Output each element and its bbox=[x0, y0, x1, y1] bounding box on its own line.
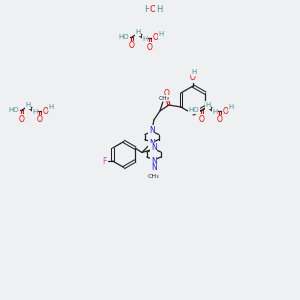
Text: H: H bbox=[142, 36, 148, 42]
Text: O: O bbox=[150, 5, 156, 14]
Text: O: O bbox=[199, 115, 205, 124]
Text: O: O bbox=[37, 116, 43, 124]
Text: CH₃: CH₃ bbox=[158, 95, 169, 101]
Text: HO: HO bbox=[119, 34, 129, 40]
Text: H: H bbox=[158, 31, 164, 37]
Text: O: O bbox=[43, 106, 49, 116]
Text: H: H bbox=[206, 102, 211, 108]
Text: H: H bbox=[144, 5, 150, 14]
Text: O: O bbox=[147, 43, 153, 52]
Text: N: N bbox=[151, 164, 157, 172]
Text: H: H bbox=[191, 69, 196, 75]
Text: N: N bbox=[149, 126, 155, 135]
Text: N: N bbox=[151, 157, 157, 166]
Text: O: O bbox=[129, 41, 135, 50]
Text: O: O bbox=[217, 116, 223, 124]
Text: N: N bbox=[149, 139, 155, 148]
Text: O: O bbox=[164, 89, 170, 98]
Text: H: H bbox=[32, 109, 38, 115]
Text: O: O bbox=[19, 115, 25, 124]
Text: F: F bbox=[102, 157, 107, 166]
Text: H: H bbox=[212, 109, 217, 115]
Text: CH₃: CH₃ bbox=[148, 173, 160, 178]
Text: O: O bbox=[223, 106, 229, 116]
Text: HO: HO bbox=[189, 107, 199, 113]
Text: H: H bbox=[135, 29, 141, 35]
Text: N: N bbox=[151, 143, 157, 152]
Text: HO: HO bbox=[9, 107, 19, 113]
Text: O: O bbox=[190, 74, 196, 82]
Text: H: H bbox=[156, 5, 162, 14]
Text: H: H bbox=[26, 102, 31, 108]
Text: O: O bbox=[153, 34, 159, 43]
Text: H: H bbox=[228, 104, 234, 110]
Text: H: H bbox=[48, 104, 54, 110]
